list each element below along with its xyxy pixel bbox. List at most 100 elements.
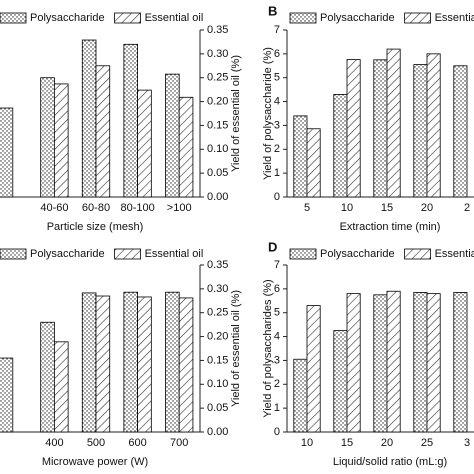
- y-tick-label: 5: [274, 307, 280, 319]
- legend-swatch: [404, 248, 431, 260]
- y-tick-label: 6: [274, 48, 280, 60]
- bar: [95, 295, 111, 433]
- x-axis-label: Particle size (mesh): [47, 221, 144, 233]
- legend-swatch: [114, 248, 141, 260]
- y-tick-label: 2: [274, 143, 280, 155]
- legend-label: Essential oil: [145, 12, 204, 24]
- y-tick-label: 1: [274, 402, 280, 414]
- x-tick-label: 2: [464, 202, 470, 214]
- bar: [40, 77, 55, 198]
- legend-swatch: [289, 248, 317, 260]
- x-tick-label: 80-100: [120, 202, 154, 214]
- y-tick-label: 0.20: [207, 95, 228, 107]
- y-axis-label: Yield of polysaccharides (%): [262, 279, 274, 417]
- y-tick-label: 1: [274, 167, 280, 179]
- legend-swatch: [0, 248, 27, 260]
- x-tick-label: 10: [341, 202, 353, 214]
- y-tick-label: 0.15: [207, 119, 228, 131]
- y-tick-label: 3: [274, 119, 280, 131]
- bar: [40, 321, 55, 433]
- legend-label: Polysaccharide: [30, 248, 105, 260]
- y-tick-label: 0.00: [207, 191, 228, 203]
- x-tick-label: 5: [304, 202, 310, 214]
- x-tick-label: 400: [45, 437, 63, 449]
- legend-label: Essential oil: [435, 248, 474, 260]
- x-tick-label: 15: [381, 202, 393, 214]
- bar: [306, 128, 321, 198]
- panel-letter: D: [268, 239, 277, 254]
- legend-label: Polysaccharide: [30, 12, 105, 24]
- x-axis-label: Liquid/solid ratio (mL:g): [333, 456, 447, 468]
- y-tick-label: 0.00: [207, 426, 228, 438]
- bar: [178, 297, 194, 433]
- y-tick-label: 0.15: [207, 354, 228, 366]
- y-tick-label: 4: [274, 95, 280, 107]
- legend-label: Essential oil: [435, 12, 474, 24]
- y-tick-label: 0.35: [207, 24, 228, 36]
- y-tick-label: 6: [274, 283, 280, 295]
- bar: [333, 330, 348, 433]
- legend-swatch: [114, 12, 141, 24]
- y-tick-label: 0.25: [207, 72, 228, 84]
- legend-label: Essential oil: [145, 248, 204, 260]
- panel-letter: B: [268, 3, 277, 18]
- legend-label: Polysaccharide: [320, 248, 395, 260]
- bar: [453, 65, 468, 198]
- y-axis-label: Yield of polysaccharide (%): [262, 47, 274, 180]
- x-tick-label: 60-80: [82, 202, 110, 214]
- bar: [426, 293, 441, 433]
- bar: [165, 291, 180, 433]
- x-tick-label: >100: [167, 202, 192, 214]
- y-tick-label: 0.10: [207, 378, 228, 390]
- y-tick-label: 0.05: [207, 167, 228, 179]
- bar: [306, 305, 321, 433]
- bar: [453, 292, 468, 433]
- x-axis-label: Microwave power (W): [42, 456, 148, 468]
- bar: [413, 292, 428, 433]
- y2-axis-label: Yield of essential oil (%): [230, 55, 242, 172]
- x-tick-label: 15: [341, 437, 353, 449]
- x-tick-label: 600: [128, 437, 146, 449]
- x-tick-label: 3: [464, 437, 470, 449]
- y-tick-label: 2: [274, 378, 280, 390]
- x-tick-label: 40-60: [40, 202, 68, 214]
- y-tick-label: 0.10: [207, 143, 228, 155]
- bar: [95, 65, 111, 198]
- y-tick-label: 0.25: [207, 307, 228, 319]
- bar: [137, 296, 152, 433]
- bar: [81, 39, 97, 198]
- x-tick-label: 20: [381, 437, 393, 449]
- legend-label: Polysaccharide: [320, 12, 395, 24]
- bar: [333, 94, 348, 198]
- bar: [386, 48, 401, 198]
- bar: [373, 59, 388, 198]
- y2-axis-label: Yield of essential oil (%): [230, 290, 242, 407]
- x-tick-label: 500: [87, 437, 105, 449]
- bar: [137, 89, 152, 198]
- bar: [0, 107, 14, 198]
- x-tick-label: 10: [301, 437, 313, 449]
- bar: [178, 96, 194, 198]
- bar: [426, 53, 441, 198]
- bar: [293, 358, 308, 433]
- legend-swatch: [289, 12, 317, 24]
- x-tick-label: 700: [170, 437, 188, 449]
- bar: [81, 292, 97, 433]
- y-tick-label: 0: [274, 191, 280, 203]
- y-tick-label: 7: [274, 259, 280, 271]
- y-tick-label: 0.30: [207, 48, 228, 60]
- bar: [165, 73, 180, 198]
- y-tick-label: 7: [274, 24, 280, 36]
- y-tick-label: 3: [274, 354, 280, 366]
- bar: [346, 293, 361, 433]
- bar: [54, 83, 69, 198]
- bar: [54, 341, 69, 433]
- x-tick-label: 25: [421, 437, 433, 449]
- legend-swatch: [0, 12, 27, 24]
- y-tick-label: 0.20: [207, 330, 228, 342]
- x-tick-label: 20: [421, 202, 433, 214]
- bar: [346, 59, 361, 198]
- bar: [123, 291, 139, 433]
- bar: [413, 64, 428, 198]
